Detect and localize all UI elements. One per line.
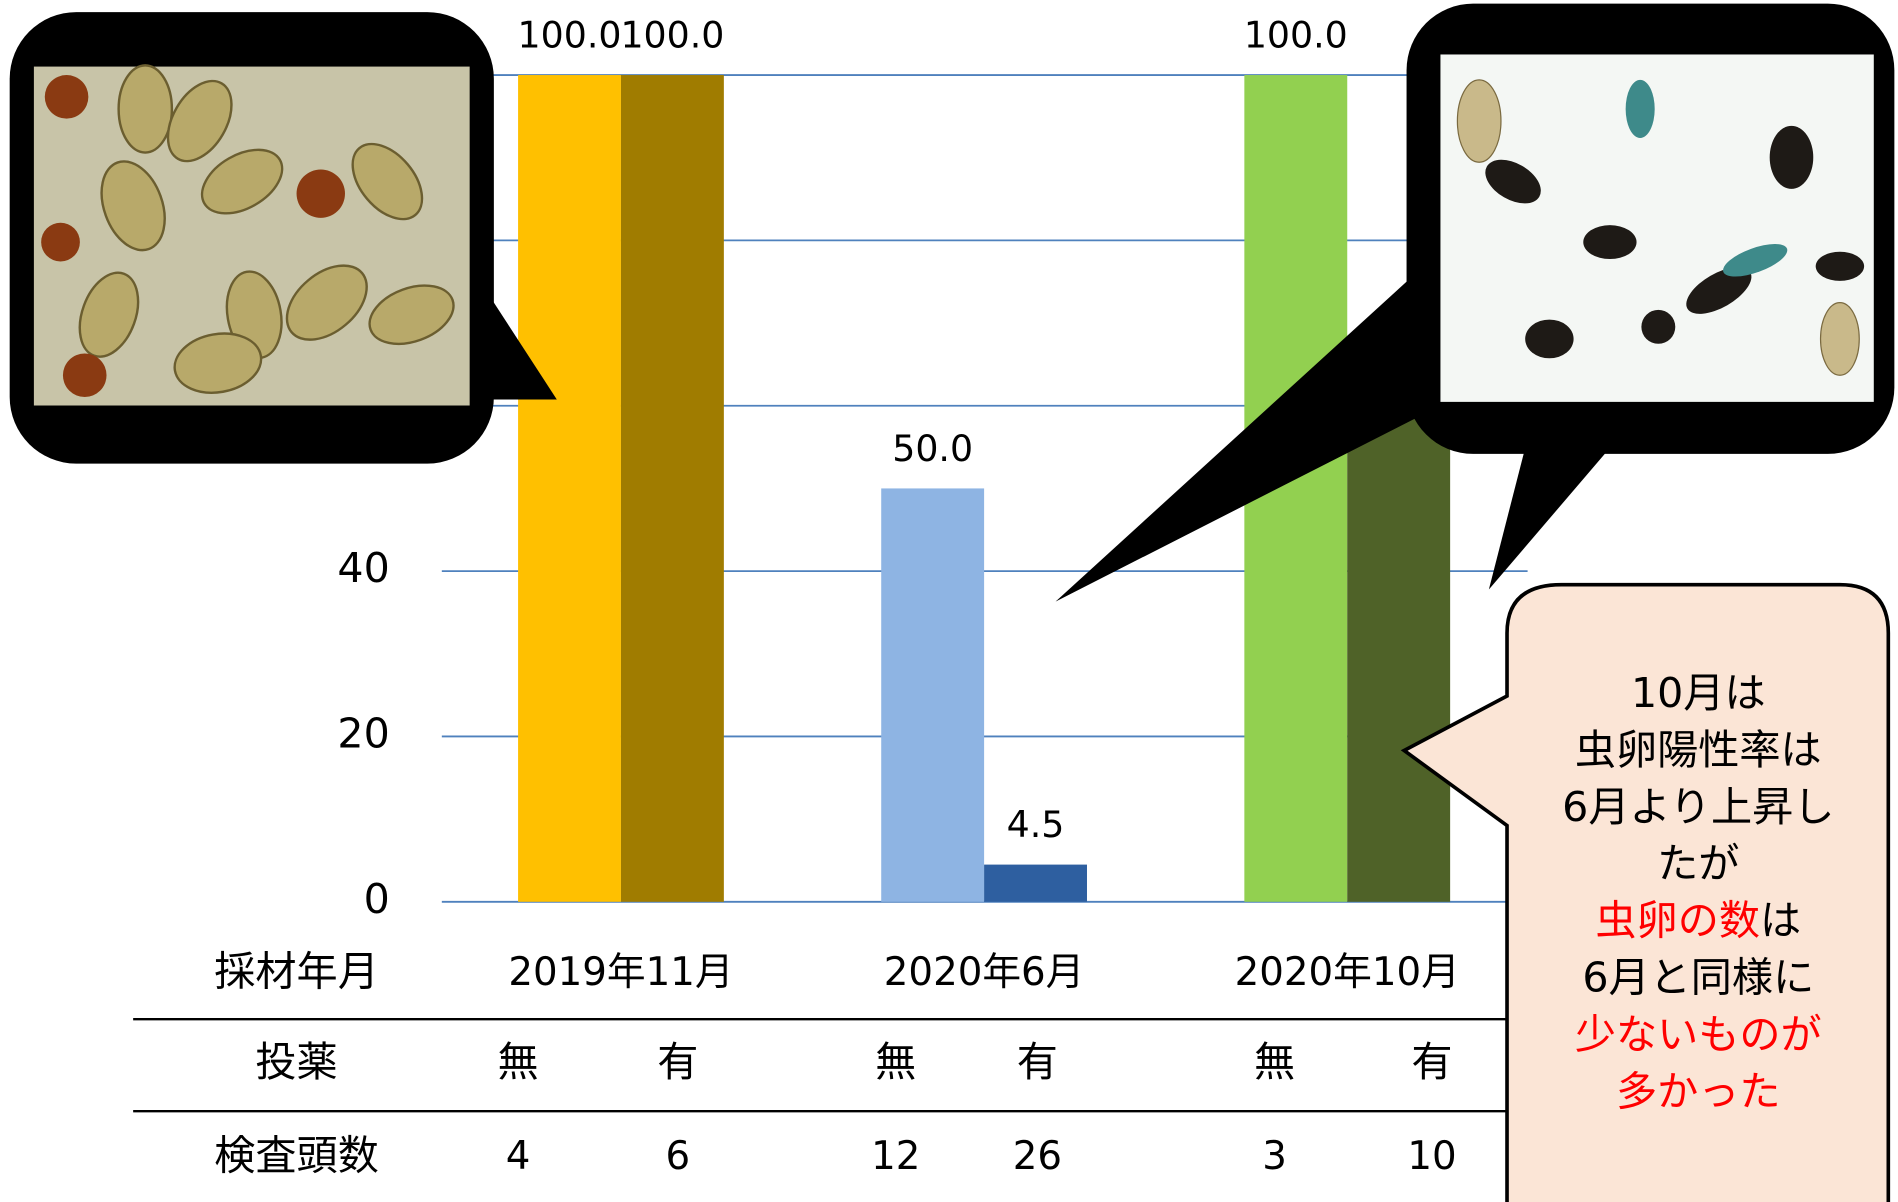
value-label: 100.0 bbox=[620, 14, 724, 57]
callout-segment: 10月は bbox=[1631, 669, 1766, 717]
callout-line: 多かった bbox=[1616, 1067, 1781, 1115]
y-tick-label: 0 bbox=[364, 875, 390, 923]
callout-line: たが bbox=[1657, 840, 1739, 888]
count: 26 bbox=[1013, 1134, 1062, 1179]
photo-callout bbox=[1055, 3, 1895, 602]
value-label: 100.0 bbox=[518, 14, 622, 57]
callout-line: 少ないものが bbox=[1575, 1010, 1822, 1058]
callout-segment: 虫卵陽性率は bbox=[1575, 726, 1822, 774]
bar bbox=[1347, 405, 1451, 902]
photo-callout bbox=[9, 12, 557, 464]
callout-segment: 多かった bbox=[1616, 1067, 1781, 1115]
callout-segment: 6月より上昇し bbox=[1562, 783, 1834, 831]
callout-segment: 6月と同様に bbox=[1582, 953, 1814, 1001]
x-tick-label: 2019年11月 bbox=[508, 950, 733, 995]
value-label: 100.0 bbox=[1244, 14, 1348, 57]
series-name: 有 bbox=[1411, 1038, 1452, 1086]
value-label: 50.0 bbox=[892, 427, 973, 470]
row-label: 採材年月 bbox=[214, 947, 379, 995]
x-tick-label: 2020年10月 bbox=[1235, 950, 1460, 995]
series-name: 有 bbox=[1017, 1038, 1058, 1086]
bar bbox=[881, 488, 985, 902]
count: 4 bbox=[506, 1134, 531, 1179]
callout-segment: 虫卵の数 bbox=[1595, 897, 1760, 945]
callout-line: 6月と同様に bbox=[1582, 953, 1814, 1001]
series-name: 有 bbox=[657, 1038, 698, 1086]
count: 10 bbox=[1407, 1134, 1456, 1179]
callout-line: 虫卵の数は bbox=[1595, 897, 1801, 945]
row-label: 検査頭数 bbox=[214, 1131, 379, 1179]
count: 12 bbox=[871, 1134, 920, 1179]
callout-segment: は bbox=[1760, 897, 1801, 945]
series-name: 無 bbox=[1254, 1038, 1295, 1086]
bar bbox=[518, 75, 621, 902]
y-tick-label: 20 bbox=[337, 709, 389, 757]
bar bbox=[620, 75, 724, 902]
callout-line: 虫卵陽性率は bbox=[1575, 726, 1822, 774]
count: 6 bbox=[666, 1134, 691, 1179]
x-tick-label: 2020年6月 bbox=[884, 950, 1085, 995]
callout-segment: 少ないものが bbox=[1575, 1010, 1822, 1058]
value-label: 4.5 bbox=[1007, 803, 1065, 846]
series-name: 無 bbox=[498, 1038, 539, 1086]
callout-segment: たが bbox=[1657, 840, 1739, 888]
series-name: 無 bbox=[875, 1038, 916, 1086]
row-label: 投薬 bbox=[255, 1038, 337, 1086]
count: 3 bbox=[1262, 1134, 1287, 1179]
callout-line: 10月は bbox=[1631, 669, 1766, 717]
callout-line: 6月より上昇し bbox=[1562, 783, 1834, 831]
bar bbox=[984, 864, 1087, 902]
y-tick-label: 40 bbox=[337, 544, 389, 592]
